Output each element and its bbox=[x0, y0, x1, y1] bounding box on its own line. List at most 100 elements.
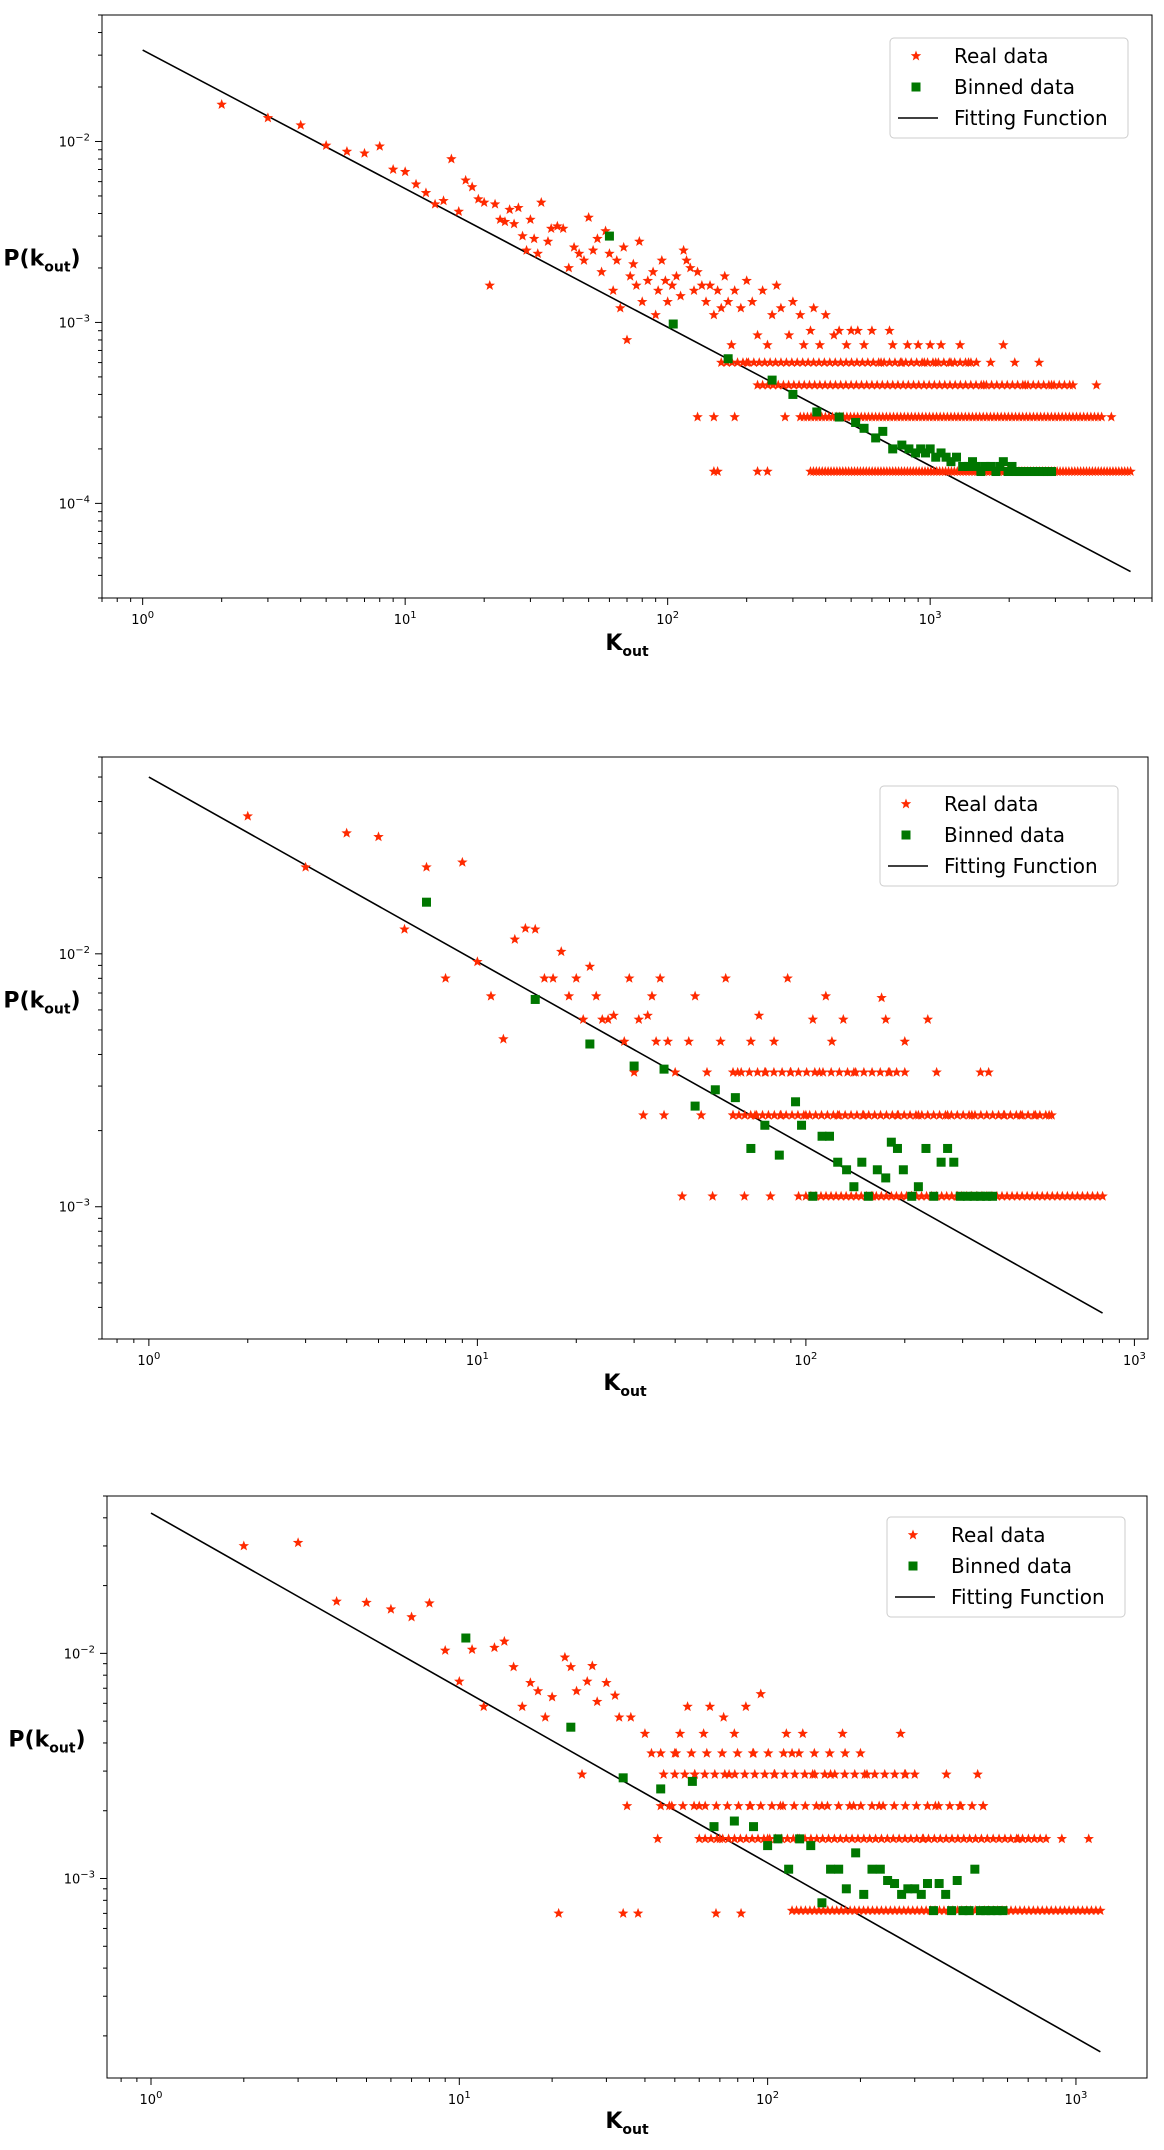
real-data-point bbox=[563, 990, 575, 1001]
real-data-point bbox=[716, 302, 727, 313]
real-data-point bbox=[798, 339, 809, 350]
real-data-point bbox=[559, 1651, 571, 1662]
real-data-point bbox=[902, 1905, 914, 1916]
real-data-point bbox=[1057, 1190, 1068, 1201]
real-data-point bbox=[1028, 1905, 1039, 1916]
real-data-point bbox=[788, 1800, 800, 1811]
real-data-point bbox=[891, 1190, 902, 1201]
real-data-point bbox=[341, 146, 353, 156]
real-data-point bbox=[830, 357, 841, 368]
series-binned-data bbox=[461, 1633, 1008, 1916]
real-data-point bbox=[970, 1833, 981, 1844]
binned-data-point bbox=[958, 1906, 968, 1916]
real-data-point bbox=[771, 280, 782, 290]
real-data-point bbox=[752, 329, 763, 340]
real-data-point bbox=[539, 972, 550, 983]
real-data-point bbox=[899, 1833, 911, 1844]
real-data-point bbox=[587, 1660, 598, 1671]
real-data-point bbox=[779, 1768, 791, 1779]
real-data-point bbox=[517, 1701, 528, 1712]
real-data-point bbox=[590, 990, 602, 1001]
real-data-point bbox=[740, 1701, 752, 1712]
binned-data-point bbox=[710, 1085, 720, 1095]
real-data-point bbox=[592, 233, 603, 244]
real-data-point bbox=[941, 1768, 952, 1779]
binned-data-point bbox=[952, 1875, 962, 1885]
real-data-point bbox=[1086, 1905, 1097, 1916]
real-data-point bbox=[782, 1833, 793, 1844]
binned-data-point bbox=[911, 448, 921, 458]
binned-data-point bbox=[833, 1157, 843, 1167]
real-data-point bbox=[780, 1109, 792, 1120]
real-data-point bbox=[530, 923, 541, 934]
x-tick-label: 100 bbox=[137, 1351, 160, 1369]
real-data-point bbox=[652, 1833, 663, 1844]
real-data-point bbox=[868, 357, 879, 368]
real-data-point bbox=[832, 1109, 843, 1120]
binned-data-point bbox=[618, 1773, 628, 1783]
binned-data-point bbox=[659, 1064, 669, 1074]
real-data-point bbox=[825, 1768, 836, 1779]
real-data-point bbox=[517, 230, 528, 241]
real-data-point bbox=[809, 1747, 820, 1758]
real-data-point bbox=[845, 379, 857, 390]
real-data-point bbox=[704, 280, 716, 290]
real-data-point bbox=[835, 357, 846, 368]
binned-data-point bbox=[421, 897, 431, 907]
real-data-point bbox=[729, 1833, 740, 1844]
real-data-point bbox=[839, 1768, 850, 1779]
real-data-point bbox=[591, 1696, 603, 1707]
real-data-point bbox=[887, 1833, 899, 1844]
real-data-point bbox=[669, 1768, 681, 1779]
binned-data-point bbox=[709, 1822, 719, 1832]
real-data-point bbox=[795, 1905, 807, 1916]
real-data-point bbox=[757, 285, 768, 296]
real-data-point bbox=[887, 339, 898, 350]
real-data-point bbox=[675, 290, 686, 301]
real-data-point bbox=[814, 339, 826, 350]
real-data-point bbox=[1005, 1109, 1016, 1120]
binned-data-point bbox=[774, 1150, 784, 1160]
real-data-point bbox=[841, 339, 852, 350]
real-data-point bbox=[752, 466, 763, 476]
binned-data-point bbox=[958, 461, 968, 471]
binned-data-point bbox=[916, 1889, 926, 1899]
y-tick-label: 10−4 bbox=[59, 494, 90, 512]
legend-binned-data-marker bbox=[908, 1561, 918, 1571]
binned-data-point bbox=[788, 389, 798, 399]
binned-data-point bbox=[992, 1906, 1002, 1916]
real-data-point bbox=[1125, 466, 1136, 476]
real-data-point bbox=[678, 244, 689, 255]
real-data-point bbox=[763, 1747, 774, 1758]
real-data-point bbox=[892, 379, 904, 390]
real-data-point bbox=[828, 329, 840, 340]
real-data-point bbox=[799, 379, 810, 390]
real-data-point bbox=[642, 1010, 653, 1021]
real-data-point bbox=[846, 357, 857, 368]
real-data-point bbox=[885, 1905, 896, 1916]
real-data-point bbox=[923, 1833, 934, 1844]
real-data-point bbox=[707, 1190, 718, 1201]
real-data-point bbox=[828, 1109, 839, 1120]
real-data-point bbox=[1021, 1190, 1033, 1201]
real-data-point bbox=[954, 1800, 966, 1811]
real-data-point bbox=[647, 266, 659, 277]
binned-data-point bbox=[941, 452, 951, 462]
real-data-point bbox=[621, 334, 633, 345]
real-data-point bbox=[793, 1066, 804, 1077]
real-data-point bbox=[1083, 1833, 1094, 1844]
x-tick-label: 102 bbox=[756, 2090, 779, 2108]
real-data-point bbox=[705, 1833, 717, 1844]
real-data-point bbox=[557, 223, 569, 234]
real-data-point bbox=[810, 1109, 821, 1120]
real-data-point bbox=[373, 831, 384, 842]
real-data-point bbox=[822, 1800, 833, 1811]
real-data-point bbox=[993, 1833, 1005, 1844]
real-data-point bbox=[862, 1905, 874, 1916]
real-data-point bbox=[674, 1728, 686, 1739]
real-data-point bbox=[783, 329, 795, 340]
real-data-point bbox=[797, 1728, 808, 1739]
binned-data-point bbox=[875, 1864, 885, 1874]
real-data-point bbox=[882, 1833, 893, 1844]
real-data-point bbox=[809, 1066, 821, 1077]
